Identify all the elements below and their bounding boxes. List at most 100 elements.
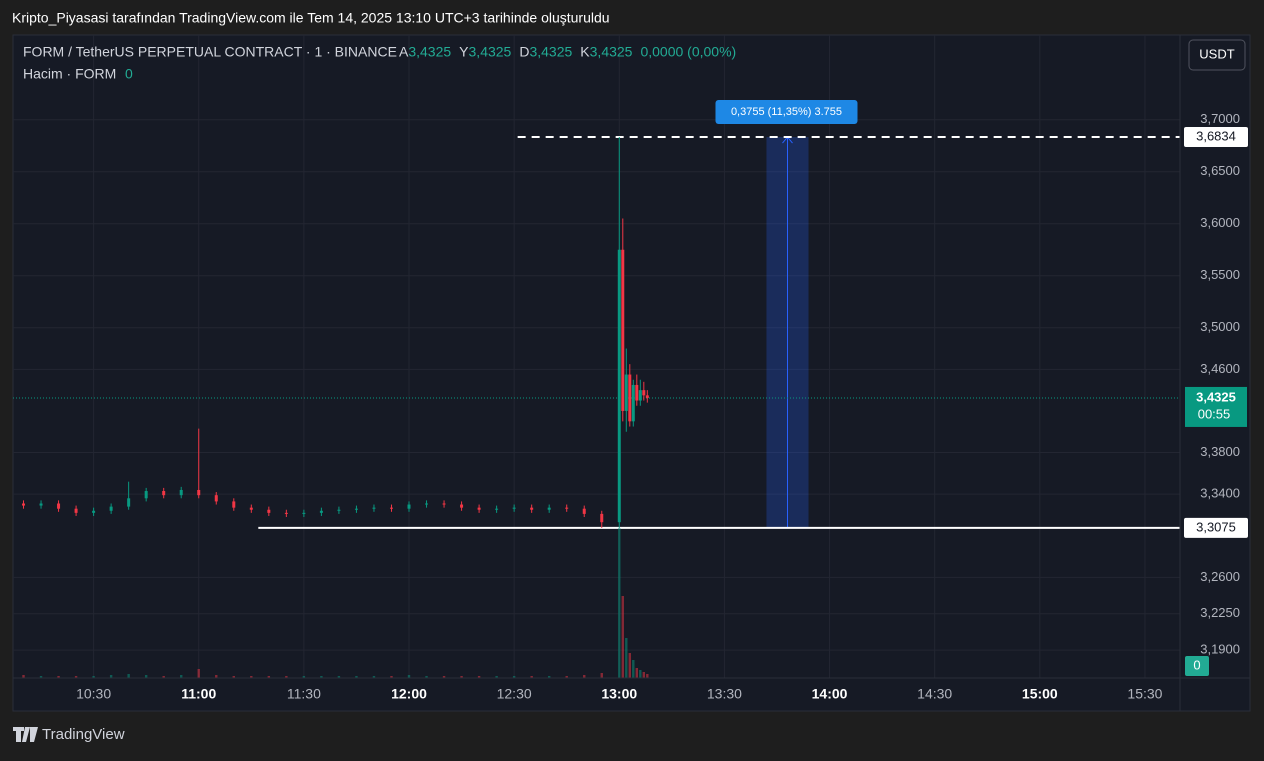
legend-key: Y bbox=[459, 44, 469, 60]
legend-key: D bbox=[519, 44, 529, 60]
candle-body bbox=[57, 503, 61, 509]
volume-bar bbox=[215, 675, 218, 678]
x-tick-label: 14:30 bbox=[917, 686, 952, 702]
price-label-box bbox=[1184, 517, 1248, 538]
x-tick-label: 11:00 bbox=[181, 686, 216, 702]
price-label: 3,6834 bbox=[1196, 128, 1236, 143]
volume-bar bbox=[127, 674, 130, 678]
x-tick-label: 15:30 bbox=[1127, 686, 1162, 702]
x-tick-label: 15:00 bbox=[1022, 686, 1058, 702]
legend-change: 0,0000 (0,00%) bbox=[640, 44, 736, 60]
legend-value: 3,4325 bbox=[469, 44, 512, 60]
volume-bar bbox=[355, 676, 358, 678]
volume-bar bbox=[642, 672, 646, 678]
y-tick-label: 3,7000 bbox=[1200, 111, 1240, 126]
candle-body bbox=[635, 384, 639, 401]
candle-body bbox=[621, 249, 625, 411]
candle-body bbox=[495, 508, 499, 510]
currency-button[interactable] bbox=[1188, 39, 1246, 71]
volume-bar bbox=[583, 675, 586, 678]
volume-bar bbox=[337, 676, 341, 678]
candle-body bbox=[74, 508, 78, 513]
volume-bar bbox=[285, 676, 288, 678]
y-tick-label: 3,5500 bbox=[1200, 267, 1240, 282]
volume-bar bbox=[250, 676, 253, 678]
measure-label-box bbox=[715, 100, 858, 125]
volume-bar bbox=[372, 676, 376, 678]
currency-button-label[interactable]: USDT bbox=[1199, 46, 1234, 61]
x-tick-label: 13:30 bbox=[707, 686, 742, 702]
volume-legend-value: 0 bbox=[125, 66, 133, 82]
volume-bar bbox=[57, 676, 60, 678]
grid bbox=[13, 35, 1180, 678]
candle-body bbox=[249, 507, 253, 510]
x-tick-label: 10:30 bbox=[76, 686, 111, 702]
last-price-label: 3,4325 bbox=[1196, 389, 1236, 404]
candle-body bbox=[354, 508, 358, 510]
measure-label: 0,3755 (11,35%) 3.755 bbox=[731, 106, 842, 118]
candle-body bbox=[197, 489, 201, 496]
volume-bar bbox=[22, 675, 25, 678]
y-tick-label: 3,3800 bbox=[1200, 444, 1240, 459]
legend: A 3,4325 Y 3,4325 D 3,4325 K 3,4325 0,0000 (0,00… bbox=[399, 44, 736, 60]
volume-bar bbox=[477, 676, 481, 678]
candle-body bbox=[631, 384, 635, 422]
volume-bar bbox=[635, 668, 639, 678]
candle-body bbox=[267, 509, 271, 513]
candle-body bbox=[642, 390, 646, 396]
footer-text: TradingView bbox=[42, 726, 125, 743]
y-tick-label: 3,3400 bbox=[1200, 486, 1240, 501]
x-tick-label: 13:00 bbox=[601, 686, 637, 702]
candle-body bbox=[109, 506, 113, 511]
volume-bar bbox=[565, 676, 568, 678]
plot: 0,3755 (11,35%) 3.755 bbox=[13, 100, 1180, 678]
chart-pane bbox=[12, 34, 1251, 712]
volume-bar bbox=[618, 528, 621, 678]
candle-body bbox=[628, 374, 632, 422]
candle-body bbox=[547, 507, 551, 510]
legend-value: 3,4325 bbox=[590, 44, 633, 60]
countdown: 00:55 bbox=[1198, 406, 1231, 421]
volume-bar bbox=[625, 638, 628, 678]
volume-bar bbox=[646, 674, 649, 678]
y-tick-label: 3,4600 bbox=[1200, 361, 1240, 376]
volume-bar bbox=[92, 676, 95, 678]
y-tick-label: 3,1900 bbox=[1200, 642, 1240, 657]
volume-bar bbox=[144, 675, 148, 678]
volume-bar bbox=[232, 676, 235, 678]
candle-body bbox=[127, 498, 131, 507]
candle-body bbox=[425, 503, 429, 505]
candle-body bbox=[92, 510, 96, 513]
y-tick-label: 3,5000 bbox=[1200, 319, 1240, 334]
volume-bar bbox=[547, 676, 551, 678]
x-tick-label: 12:00 bbox=[391, 686, 427, 702]
y-tick-label: 3,6500 bbox=[1200, 163, 1240, 178]
volume-bar bbox=[320, 676, 323, 678]
volume-axis-label: 0 bbox=[1193, 657, 1200, 672]
volume-bar bbox=[390, 676, 393, 678]
candle-body bbox=[179, 489, 183, 496]
candle-body bbox=[477, 507, 481, 510]
volume-bar bbox=[197, 669, 200, 678]
price-label: 3,3075 bbox=[1196, 519, 1236, 534]
volume-bar bbox=[425, 676, 428, 678]
candle-body bbox=[565, 507, 569, 509]
x-tick-label: 12:30 bbox=[497, 686, 532, 702]
volume-bar bbox=[267, 676, 271, 678]
candle-body bbox=[407, 504, 411, 509]
candle-body bbox=[442, 503, 446, 505]
volume-bar bbox=[628, 653, 631, 678]
candle-body bbox=[460, 504, 464, 508]
volume-bar bbox=[302, 676, 306, 678]
candle-body bbox=[582, 508, 586, 514]
candle-body bbox=[214, 495, 218, 502]
candle-body bbox=[232, 501, 236, 508]
footer-logo: TradingView bbox=[13, 726, 125, 743]
logo-icon bbox=[13, 727, 38, 742]
candle-body bbox=[389, 507, 393, 509]
volume-bar bbox=[512, 676, 516, 678]
volume-bar bbox=[530, 676, 533, 678]
candle-body bbox=[22, 503, 26, 506]
last-price-box bbox=[1185, 386, 1247, 427]
